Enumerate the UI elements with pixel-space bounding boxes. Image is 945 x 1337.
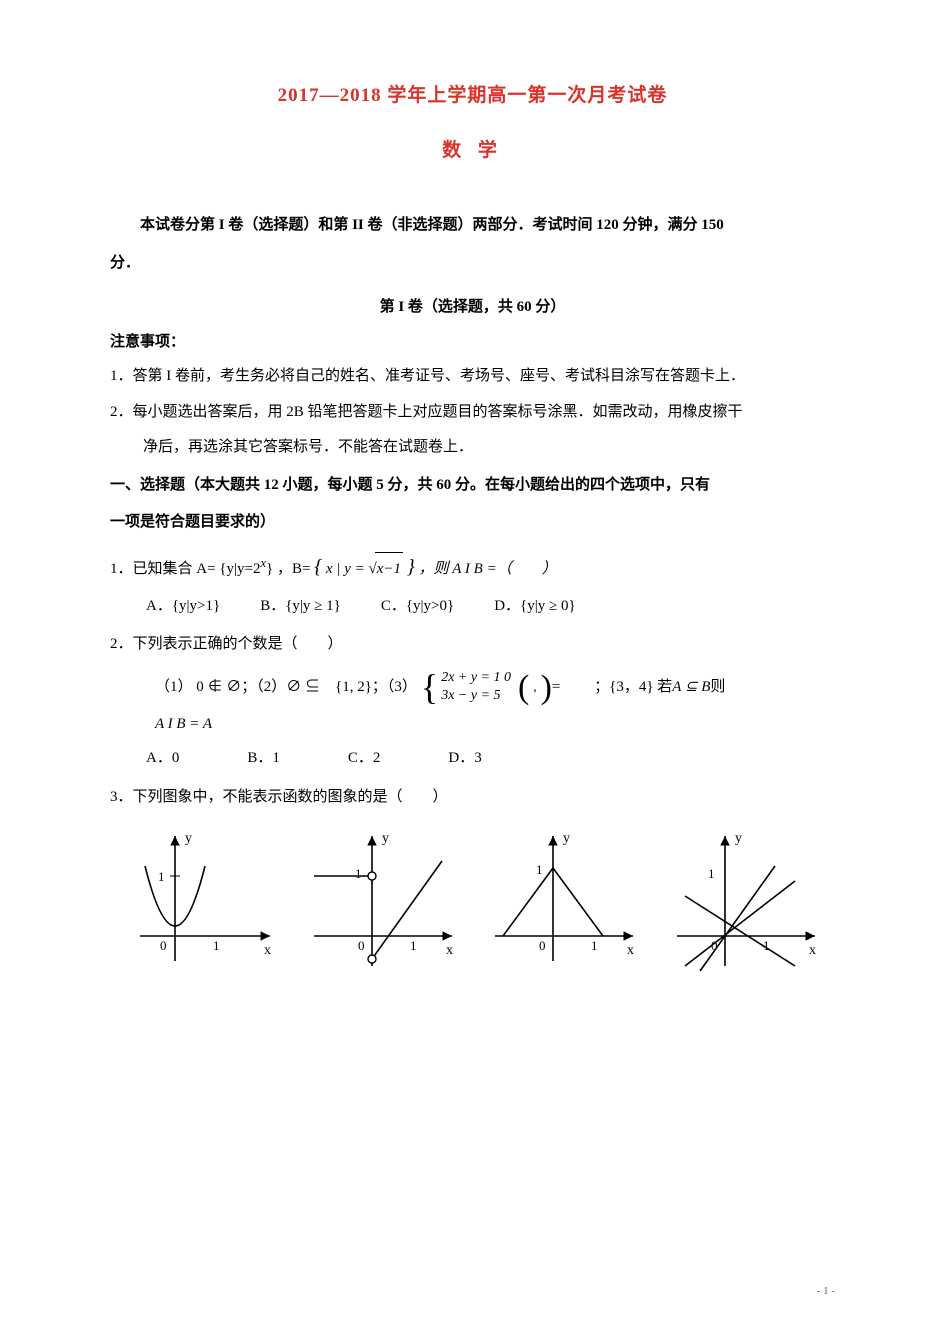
svg-text:y: y <box>735 831 742 846</box>
paren-right-icon: ) <box>541 674 552 701</box>
title-sub: 数 学 <box>110 135 835 162</box>
intro-line-2: 分． <box>110 248 835 280</box>
q2-statements: （1） 0 ∉ ∅；（2）∅ ⊆ {1, 2}；（3） { 2x + y = 1… <box>110 669 835 705</box>
q2-options: A．0 B．1 C．2 D．3 <box>110 743 835 775</box>
svg-text:x: x <box>446 943 453 958</box>
q1-opt-c: C．{y|y>0} <box>381 591 454 623</box>
question-2: 2．下列表示正确的个数是（ ） <box>110 628 835 661</box>
q2-pend: 则 <box>710 672 725 702</box>
section-1-title: 第 I 卷（选择题，共 60 分） <box>110 295 835 316</box>
q2-opt-c: C．2 <box>348 743 381 775</box>
q1-mid: ，B= <box>277 561 310 577</box>
tick-1-x: 1 <box>213 938 220 953</box>
svg-text:y: y <box>563 831 570 846</box>
svg-text:1: 1 <box>536 862 543 877</box>
q1-prefix: 1．已知集合 A= <box>110 561 216 577</box>
svg-text:1: 1 <box>591 938 598 953</box>
question-3: 3．下列图象中，不能表示函数的图象的是（ ） <box>110 781 835 814</box>
q1-opt-b: B．{y|y ≥ 1} <box>260 591 341 623</box>
q3-graphs: x y 0 1 1 x y 0 1 1 <box>110 826 835 976</box>
q2-pmid: = ；{3，4} 若 <box>552 672 672 702</box>
svg-text:1: 1 <box>355 866 362 881</box>
svg-text:0: 0 <box>358 938 365 953</box>
title-main: 2017—2018 学年上学期高一第一次月考试卷 <box>110 80 835 107</box>
q2-subset: A ⊆ B <box>672 672 710 702</box>
q1-opt-d: D．{y|y ≥ 0} <box>494 591 575 623</box>
section-heading-2: 一项是符合题目要求的） <box>110 507 835 539</box>
axis-x-label: x <box>264 943 271 958</box>
graph-a: x y 0 1 1 <box>120 826 280 976</box>
brace-left-icon: { <box>421 671 438 703</box>
notice-title: 注意事项： <box>110 330 835 351</box>
origin-label: 0 <box>160 938 167 953</box>
graph-d: x y 0 1 1 <box>665 826 825 976</box>
q1-tail: ，则 A I B =（ ） <box>419 561 557 577</box>
q2-opt-d: D．3 <box>448 743 481 775</box>
question-1: 1．已知集合 A= {y|y=2x} ，B= { x | y = x−1 } ，… <box>110 545 835 589</box>
q1-setB-close: } <box>407 556 415 578</box>
graph-b: x y 0 1 1 <box>302 826 462 976</box>
q1-setB-rad: x−1 <box>375 552 403 586</box>
page-number: - 1 - <box>817 1285 835 1297</box>
axis-y-label: y <box>185 831 192 846</box>
q2-system: { 2x + y = 1 0 3x − y = 5 <box>421 669 514 705</box>
svg-text:x: x <box>809 943 816 958</box>
svg-text:x: x <box>627 943 634 958</box>
svg-text:1: 1 <box>708 866 715 881</box>
q1-setB-body: x | y = <box>326 561 369 577</box>
q2-sys-bot: 3x − y = 5 <box>441 687 511 705</box>
q2-opt-a: A．0 <box>146 743 179 775</box>
tick-1-y: 1 <box>158 869 165 884</box>
notice-item-2b: 净后，再选涂其它答案标号．不能答在试题卷上． <box>110 432 835 464</box>
q1-setA: {y|y=2 <box>219 561 260 577</box>
intro-line-1: 本试卷分第 I 卷（选择题）和第 II 卷（非选择题）两部分．考试时间 120 … <box>110 210 835 242</box>
q1-options: A．{y|y>1} B．{y|y ≥ 1} C．{y|y>0} D．{y|y ≥… <box>110 591 835 623</box>
section-heading-1: 一、选择题（本大题共 12 小题，每小题 5 分，共 60 分。在每小题给出的四… <box>110 470 835 502</box>
q2-p1: （1） 0 ∉ ∅；（2）∅ ⊆ {1, 2}；（3） <box>155 672 417 702</box>
notice-item-1: 1．答第 I 卷前，考生务必将自己的姓名、准考证号、考场号、座号、考试科目涂写在… <box>110 361 835 393</box>
q2-line2: A I B = A <box>110 709 835 739</box>
q1-setA-end: } <box>266 561 273 577</box>
q2-sys-top: 2x + y = 1 0 <box>441 669 511 687</box>
notice-item-2a: 2．每小题选出答案后，用 2B 铅笔把答题卡上对应题目的答案标号涂黑．如需改动，… <box>110 397 835 429</box>
q1-opt-a: A．{y|y>1} <box>146 591 220 623</box>
svg-text:y: y <box>382 831 389 846</box>
graph-c: x y 0 1 1 <box>483 826 643 976</box>
q2-opt-b: B．1 <box>247 743 280 775</box>
q1-setB-open: { <box>314 556 322 578</box>
q2-paren: ( , ) <box>518 674 552 701</box>
svg-text:1: 1 <box>410 938 417 953</box>
q2-paren-mid: , <box>529 674 540 700</box>
svg-text:0: 0 <box>539 938 546 953</box>
paren-left-icon: ( <box>518 674 529 701</box>
